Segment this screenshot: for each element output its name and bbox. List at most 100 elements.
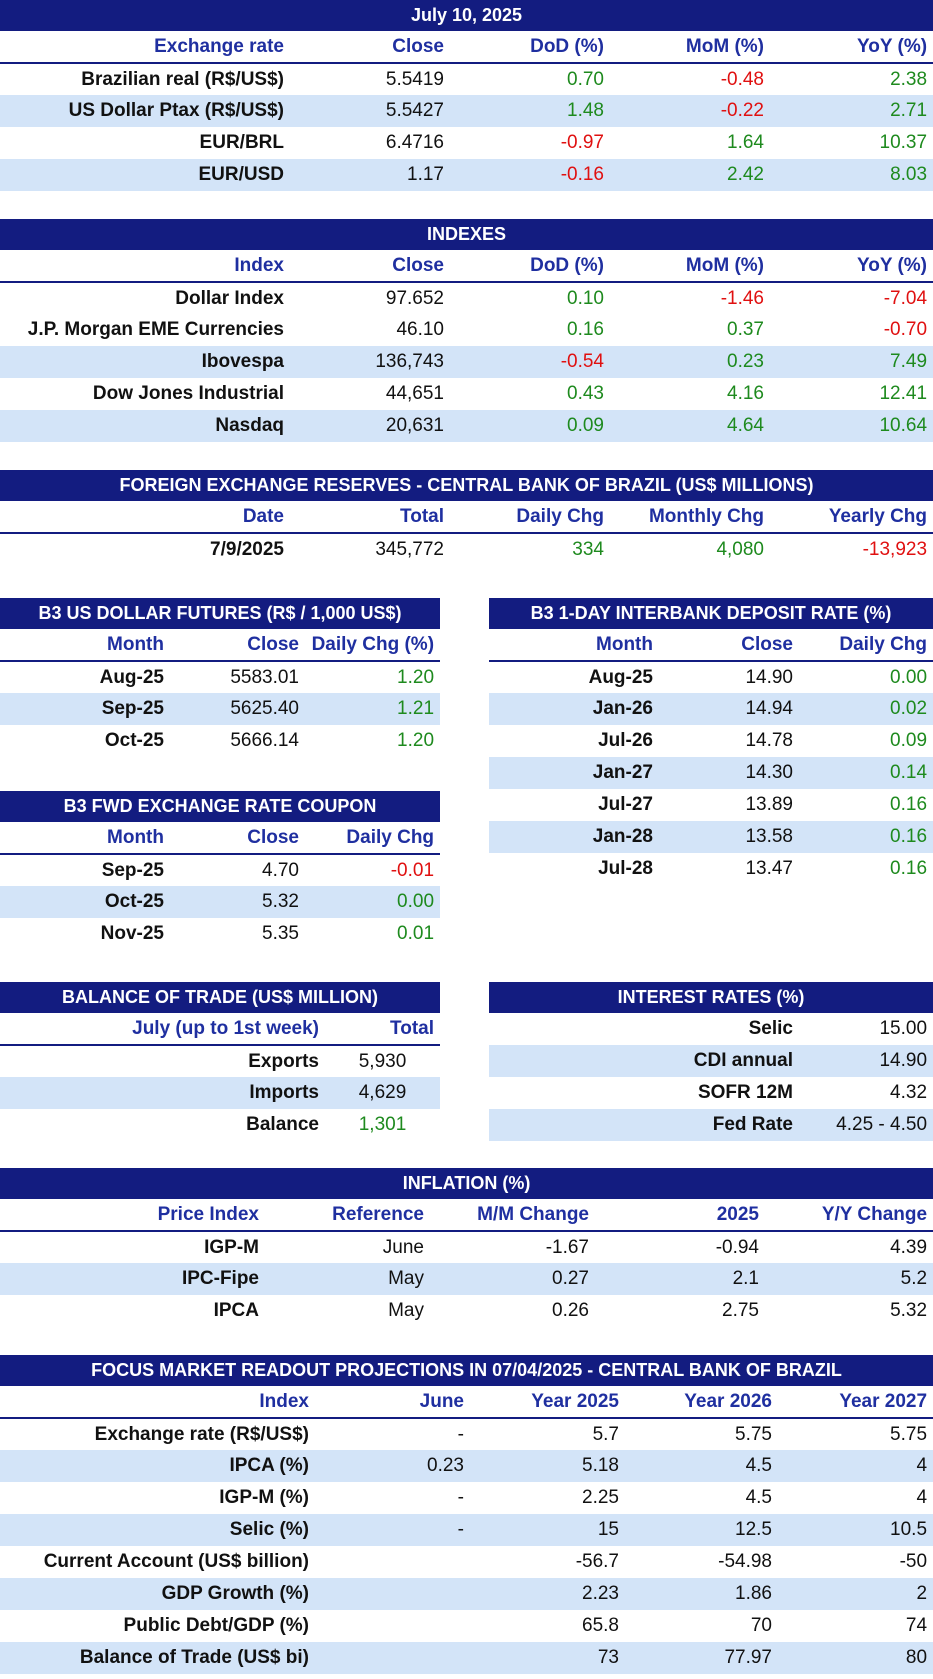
close-value: 44,651	[385, 383, 444, 404]
year-2025-value: -0.94	[715, 1236, 759, 1258]
column-header: 2025	[595, 1199, 765, 1232]
column-header: DoD (%)	[450, 31, 610, 64]
daily-change: 334	[572, 538, 604, 560]
close-value: 1.17	[290, 159, 450, 191]
row-label: Current Account (US$ billion)	[43, 1551, 309, 1572]
reference-value: May	[265, 1263, 430, 1295]
row-label: Balance of Trade (US$ bi)	[0, 1642, 315, 1674]
year-2025-value: 2.23	[470, 1578, 625, 1610]
total-value: 345,772	[375, 538, 444, 560]
table-row: EUR/BRL 6.4716 -0.97 1.64 10.37	[0, 127, 933, 159]
mom-value: 0.37	[727, 319, 764, 340]
table-row: Selic 15.00	[489, 1013, 933, 1045]
table-row: Jan-26 14.94 0.02	[489, 693, 933, 725]
close-value: 13.58	[659, 821, 799, 853]
table-row: Jan-27 14.30 0.14	[489, 757, 933, 789]
year-2027-value: 74	[905, 1615, 928, 1636]
change-value: 0.09	[890, 730, 928, 751]
inflation-section: INFLATION (%) Price Index Reference M/M …	[0, 1168, 933, 1327]
column-header: Year 2026	[625, 1386, 778, 1419]
row-label: GDP Growth (%)	[0, 1578, 315, 1610]
table-row: SOFR 12M 4.32	[489, 1077, 933, 1109]
row-label: CDI annual	[489, 1045, 799, 1077]
column-header: Daily Chg	[799, 629, 933, 662]
exchange-rate-header-row: Exchange rate Close DoD (%) MoM (%) YoY …	[0, 31, 933, 64]
dod-value: -0.54	[450, 346, 610, 378]
table-row: Oct-25 5.32 0.00	[0, 886, 441, 918]
year-2026-value: -54.98	[718, 1551, 772, 1572]
row-label: Fed Rate	[489, 1109, 799, 1141]
row-label: EUR/USD	[0, 159, 290, 191]
table-row: Aug-25 5583.01 1.20	[0, 661, 440, 693]
row-label: Brazilian real (R$/US$)	[81, 68, 284, 90]
june-value	[315, 1610, 470, 1642]
row-label: Jan-27	[489, 757, 659, 789]
column-header: Close	[170, 629, 305, 662]
futures-title: B3 US DOLLAR FUTURES (R$ / 1,000 US$)	[0, 598, 441, 629]
row-label: 7/9/2025	[210, 538, 284, 560]
table-row: Imports 4,629	[0, 1077, 441, 1109]
table-row: Sep-25 5625.40 1.21	[0, 693, 441, 725]
close-value: 5.32	[170, 886, 305, 918]
trade-title: BALANCE OF TRADE (US$ MILLION)	[0, 982, 441, 1013]
dod-value: 0.09	[450, 410, 610, 442]
exchange-rate-section: July 10, 2025 Exchange rate Close DoD (%…	[0, 0, 933, 191]
close-value: 6.4716	[385, 132, 444, 153]
column-header: DoD (%)	[450, 250, 610, 283]
table-row: Balance 1,301	[0, 1109, 440, 1141]
table-row: EUR/USD 1.17 -0.16 2.42 8.03	[0, 159, 933, 191]
column-header: Year 2025	[470, 1386, 625, 1419]
table-row: Jul-27 13.89 0.16	[489, 789, 933, 821]
table-row: Current Account (US$ billion) -56.7 -54.…	[0, 1546, 933, 1578]
dod-value: -0.97	[560, 132, 604, 153]
row-label: Exchange rate (R$/US$)	[94, 1423, 309, 1445]
indexes-title: INDEXES	[0, 219, 933, 250]
column-header: Exchange rate	[0, 31, 290, 64]
column-header: Date	[0, 501, 290, 534]
rate-value: 15.00	[879, 1018, 928, 1039]
futures-title-row: B3 US DOLLAR FUTURES (R$ / 1,000 US$)	[0, 598, 441, 629]
year-2026-value: 12.5	[625, 1514, 778, 1546]
table-row: J.P. Morgan EME Currencies 46.10 0.16 0.…	[0, 314, 933, 346]
mom-value: 0.23	[610, 346, 770, 378]
interbank-header-row: Month Close Daily Chg	[489, 629, 933, 662]
year-2025-value: 15	[470, 1514, 625, 1546]
year-2025-value: 2.25	[582, 1487, 619, 1508]
june-value: -	[315, 1514, 470, 1546]
focus-header-row: Index June Year 2025 Year 2026 Year 2027	[0, 1386, 933, 1419]
yy-change-value: 5.2	[765, 1263, 933, 1295]
close-value: 136,743	[290, 346, 450, 378]
trade-title-row: BALANCE OF TRADE (US$ MILLION)	[0, 982, 441, 1013]
coupon-header-row: Month Close Daily Chg	[0, 822, 441, 855]
indexes-section: INDEXES Index Close DoD (%) MoM (%) YoY …	[0, 219, 933, 442]
yoy-value: -0.70	[883, 319, 928, 340]
inflation-title: INFLATION (%)	[0, 1168, 933, 1199]
change-value: 0.14	[799, 757, 933, 789]
change-value: 1.20	[397, 730, 435, 751]
row-label: US Dollar Ptax (R$/US$)	[0, 95, 290, 127]
inflation-header-row: Price Index Reference M/M Change 2025 Y/…	[0, 1199, 933, 1232]
year-2027-value: 10.5	[778, 1514, 933, 1546]
year-2025-value: 5.7	[592, 1423, 619, 1445]
row-label: Jan-28	[489, 821, 659, 853]
close-value: 5666.14	[230, 730, 299, 751]
mom-value: -1.46	[720, 287, 764, 309]
year-2025-value: -56.7	[575, 1551, 619, 1572]
change-value: 0.16	[799, 821, 933, 853]
year-2027-value: 2	[778, 1578, 933, 1610]
change-value: 0.01	[397, 923, 435, 944]
table-row: Ibovespa 136,743 -0.54 0.23 7.49	[0, 346, 933, 378]
indexes-header-row: Index Close DoD (%) MoM (%) YoY (%)	[0, 250, 933, 283]
dod-value: 0.16	[567, 319, 604, 340]
row-label: Nasdaq	[0, 410, 290, 442]
table-row: Jul-26 14.78 0.09	[489, 725, 933, 757]
table-row: Aug-25 14.90 0.00	[489, 661, 933, 693]
column-header: Close	[659, 629, 799, 662]
column-header: July (up to 1st week)	[0, 1013, 325, 1046]
table-row: Jan-28 13.58 0.16	[489, 821, 933, 853]
trade-value: 1,301	[358, 1114, 407, 1135]
year-2026-value: 1.86	[625, 1578, 778, 1610]
yy-change-value: 4.39	[890, 1236, 928, 1258]
row-label: SOFR 12M	[697, 1082, 793, 1103]
interest-rates-section: INTEREST RATES (%) Selic 15.00 CDI annua…	[489, 982, 933, 1141]
